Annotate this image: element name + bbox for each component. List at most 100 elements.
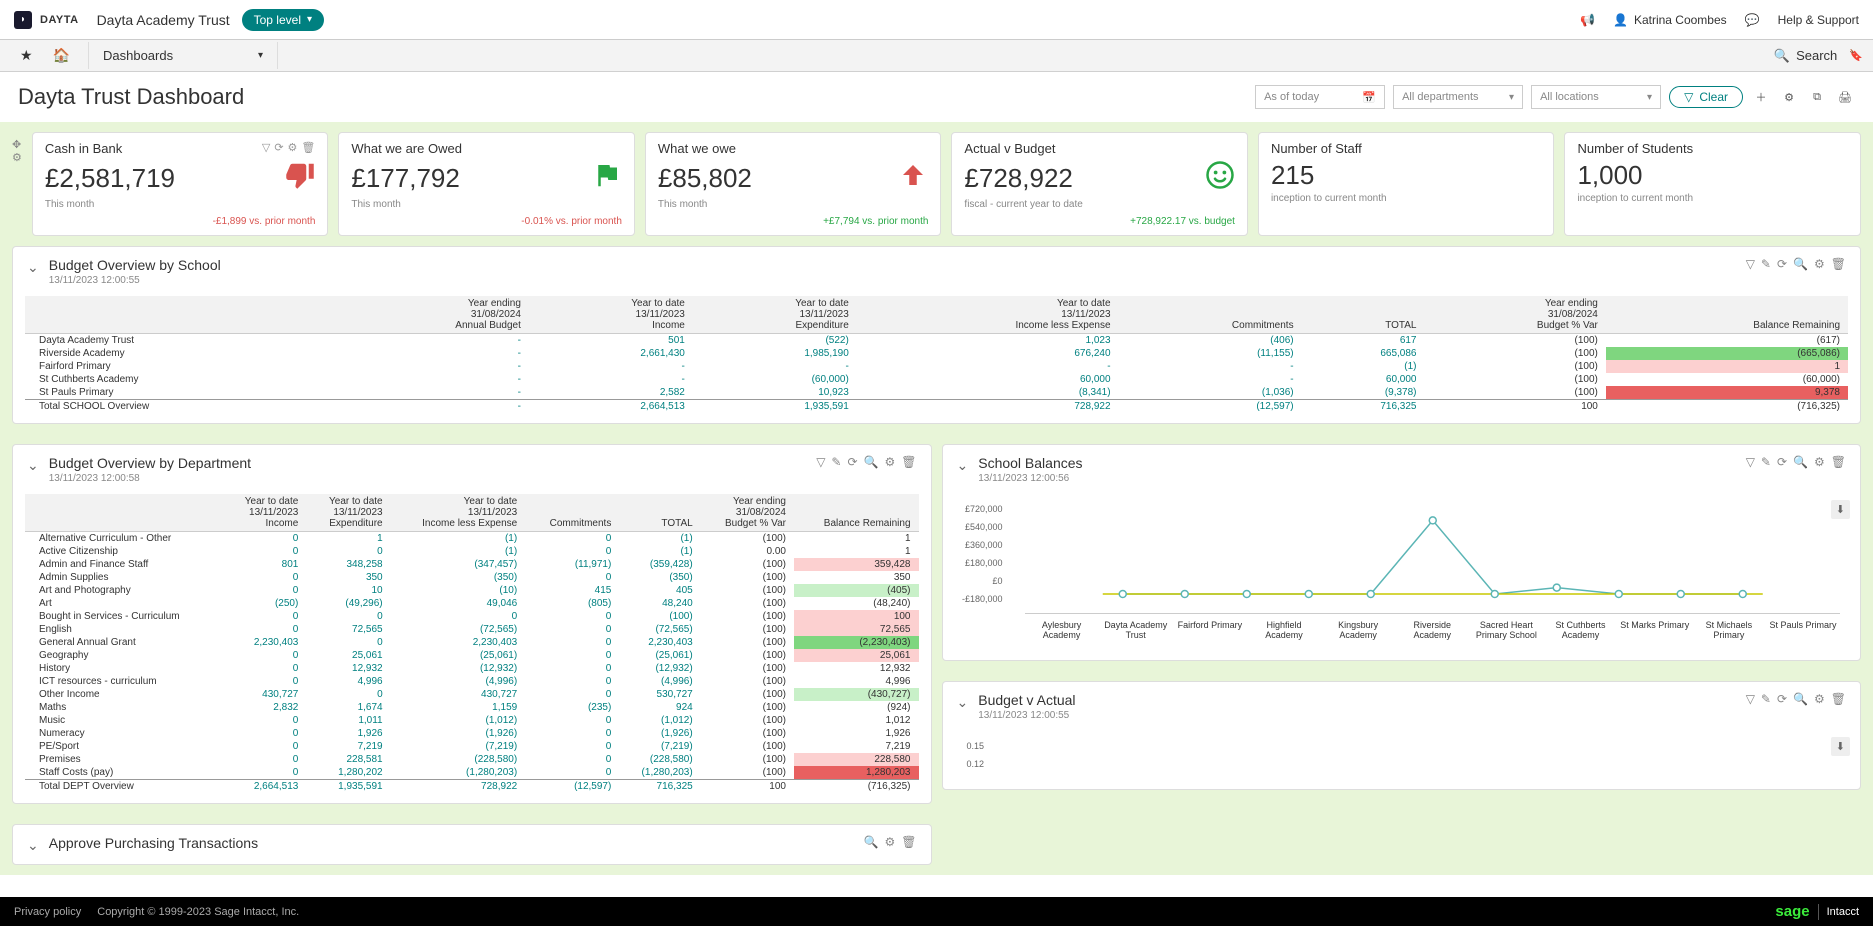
search-icon[interactable]: 🔍 — [1793, 257, 1808, 271]
add-icon[interactable]: ＋ — [1751, 87, 1771, 107]
panel-budget-actual: ⌄ Budget v Actual 13/11/2023 12:00:55 ▽ … — [942, 681, 1862, 790]
departments-filter[interactable]: All departments▾ — [1393, 85, 1523, 109]
search-icon[interactable]: 🔍 — [864, 835, 879, 849]
gear-icon[interactable]: ⚙ — [885, 835, 896, 849]
bookmark-icon[interactable]: 🔖 — [1849, 49, 1863, 62]
kpi-tile[interactable]: Number of Staff 215 inception to current… — [1258, 132, 1555, 236]
gear-icon[interactable]: ⚙ — [1814, 692, 1825, 706]
collapse-icon[interactable]: ⌄ — [957, 455, 969, 474]
filter-icon[interactable]: ▽ — [816, 455, 825, 469]
refresh-icon[interactable]: ⟳ — [1777, 455, 1787, 469]
collapse-icon[interactable]: ⌄ — [27, 257, 39, 276]
refresh-icon[interactable]: ⟳ — [1777, 257, 1787, 271]
table-row[interactable]: St Cuthberts Academy--(60,000)60,000-60,… — [25, 373, 1848, 386]
cell: 10,923 — [693, 386, 857, 400]
cell: 2,664,513 — [222, 780, 306, 794]
table-row[interactable]: Numeracy01,926(1,926)0(1,926)(100)1,926 — [25, 727, 919, 740]
collapse-icon[interactable]: ⌄ — [27, 455, 39, 474]
table-row[interactable]: Other Income430,7270430,7270530,727(100)… — [25, 688, 919, 701]
collapse-icon[interactable]: ⌄ — [27, 835, 39, 854]
kpi-tile[interactable]: Number of Students 1,000 inception to cu… — [1564, 132, 1861, 236]
cell: 48,240 — [619, 597, 700, 610]
table-row[interactable]: History012,932(12,932)0(12,932)(100)12,9… — [25, 662, 919, 675]
kpi-tile[interactable]: Cash in Bank▽ ⟳ ⚙ 🗑 £2,581,719 This mont… — [32, 132, 329, 236]
table-row[interactable]: Staff Costs (pay)01,280,202(1,280,203)0(… — [25, 766, 919, 780]
search-icon[interactable]: 🔍 — [1793, 455, 1808, 469]
print-icon[interactable]: 🖨 — [1835, 87, 1855, 107]
chevron-down-icon: ▾ — [1647, 92, 1652, 103]
star-icon[interactable]: ★ — [10, 41, 43, 70]
table-row[interactable]: Geography025,061(25,061)0(25,061)(100)25… — [25, 649, 919, 662]
kpi-footer: +728,922.17 vs. budget — [964, 216, 1235, 227]
calendar-icon: 📅 — [1362, 91, 1376, 104]
search-button[interactable]: 🔍 Search — [1774, 48, 1837, 64]
table-row[interactable]: English072,565(72,565)0(72,565)(100)72,5… — [25, 623, 919, 636]
table-row[interactable]: ICT resources - curriculum04,996(4,996)0… — [25, 675, 919, 688]
nav-dashboards-dropdown[interactable]: Dashboards ▾ — [88, 42, 278, 69]
search-icon[interactable]: 🔍 — [1793, 692, 1808, 706]
copy-icon[interactable]: ⧉ — [1807, 87, 1827, 107]
gear-icon[interactable]: ⚙ — [885, 455, 896, 469]
delete-icon[interactable]: 🗑 — [301, 141, 315, 156]
filter-icon[interactable]: ▽ — [1746, 692, 1755, 706]
refresh-icon[interactable]: ⟳ — [1777, 692, 1787, 706]
user-menu[interactable]: 👤 Katrina Coombes — [1613, 13, 1727, 27]
edit-icon[interactable]: ✎ — [1761, 257, 1771, 271]
gear-icon[interactable]: ⚙ — [288, 141, 298, 156]
announce-icon[interactable]: 📢 — [1580, 13, 1595, 27]
level-badge[interactable]: Top level ▾ — [242, 9, 324, 31]
drag-handles[interactable]: ✥⚙ — [12, 132, 22, 236]
table-row[interactable]: Art and Photography010(10)415405(100)(40… — [25, 584, 919, 597]
kpi-tile[interactable]: Actual v Budget £728,922 fiscal - curren… — [951, 132, 1248, 236]
table-row[interactable]: Art(250)(49,296)49,046(805)48,240(100)(4… — [25, 597, 919, 610]
collapse-icon[interactable]: ⌄ — [957, 692, 969, 711]
edit-icon[interactable]: ✎ — [831, 455, 841, 469]
kpi-footer: -0.01% vs. prior month — [351, 216, 622, 227]
edit-icon[interactable]: ✎ — [1761, 455, 1771, 469]
kpi-tile[interactable]: What we are Owed £177,792 This month -0.… — [338, 132, 635, 236]
delete-icon[interactable]: 🗑 — [1831, 692, 1846, 706]
table-row[interactable]: General Annual Grant2,230,40302,230,4030… — [25, 636, 919, 649]
clear-button[interactable]: ▽ Clear — [1669, 86, 1743, 108]
delete-icon[interactable]: 🗑 — [901, 835, 916, 849]
gear-icon[interactable]: ⚙ — [1779, 87, 1799, 107]
table-row[interactable]: Dayta Academy Trust-501(522)1,023(406)61… — [25, 334, 1848, 348]
privacy-link[interactable]: Privacy policy — [14, 906, 81, 918]
filter-icon[interactable]: ▽ — [1746, 257, 1755, 271]
filter-icon[interactable]: ▽ — [262, 141, 270, 156]
table-row[interactable]: Admin and Finance Staff801348,258(347,45… — [25, 558, 919, 571]
filter-icon[interactable]: ▽ — [1746, 455, 1755, 469]
table-row[interactable]: Fairford Primary-----(1)(100)1 — [25, 360, 1848, 373]
search-icon[interactable]: 🔍 — [864, 455, 879, 469]
delete-icon[interactable]: 🗑 — [901, 455, 916, 469]
cell: 0.00 — [701, 545, 794, 558]
table-row[interactable]: Bought in Services - Curriculum0000(100)… — [25, 610, 919, 623]
asof-filter[interactable]: As of today📅 — [1255, 85, 1385, 109]
delete-icon[interactable]: 🗑 — [1831, 257, 1846, 271]
row-name: Art and Photography — [25, 584, 222, 597]
chart-export-icon[interactable]: ⬇ — [1831, 737, 1850, 756]
gear-icon[interactable]: ⚙ — [1814, 257, 1825, 271]
table-row[interactable]: Premises0228,581(228,580)0(228,580)(100)… — [25, 753, 919, 766]
cell: 0 — [222, 571, 306, 584]
edit-icon[interactable]: ✎ — [1761, 692, 1771, 706]
table-row[interactable]: St Pauls Primary-2,58210,923(8,341)(1,03… — [25, 386, 1848, 400]
home-icon[interactable]: 🏠 — [43, 41, 80, 70]
table-row[interactable]: Maths2,8321,6741,159(235)924(100)(924) — [25, 701, 919, 714]
cell: 2,230,403 — [619, 636, 700, 649]
gear-icon[interactable]: ⚙ — [1814, 455, 1825, 469]
kpi-tile[interactable]: What we owe £85,802 This month +£7,794 v… — [645, 132, 942, 236]
table-row[interactable]: Alternative Curriculum - Other01(1)0(1)(… — [25, 532, 919, 546]
table-row[interactable]: Active Citizenship00(1)0(1)0.001 — [25, 545, 919, 558]
refresh-icon[interactable]: ⟳ — [847, 455, 857, 469]
delete-icon[interactable]: 🗑 — [1831, 455, 1846, 469]
refresh-icon[interactable]: ⟳ — [274, 141, 283, 156]
chat-icon[interactable]: 💬 — [1745, 13, 1760, 27]
table-row[interactable]: PE/Sport07,219(7,219)0(7,219)(100)7,219 — [25, 740, 919, 753]
table-header: TOTAL — [1302, 296, 1425, 334]
table-row[interactable]: Music01,011(1,012)0(1,012)(100)1,012 — [25, 714, 919, 727]
table-row[interactable]: Riverside Academy-2,661,4301,985,190676,… — [25, 347, 1848, 360]
table-row[interactable]: Admin Supplies0350(350)0(350)(100)350 — [25, 571, 919, 584]
help-link[interactable]: Help & Support — [1778, 13, 1859, 27]
locations-filter[interactable]: All locations▾ — [1531, 85, 1661, 109]
